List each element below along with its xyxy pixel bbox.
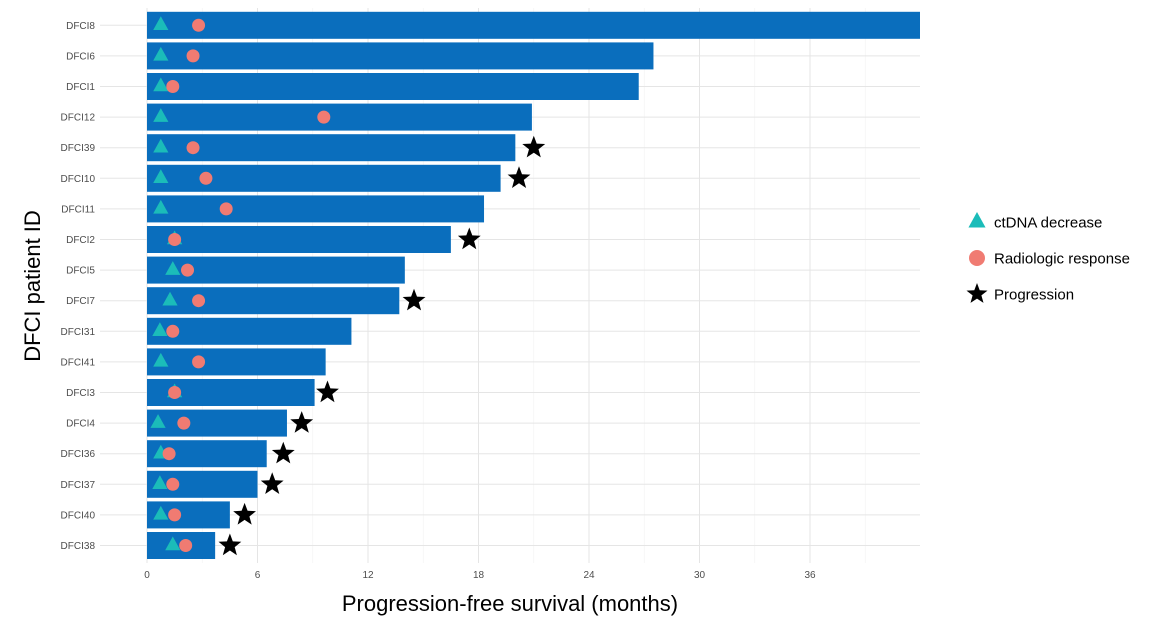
- y-tick-label: DFCI5: [66, 266, 95, 277]
- radiologic-response-marker: [177, 416, 191, 430]
- y-tick-label: DFCI31: [61, 327, 96, 338]
- bar: [147, 409, 287, 437]
- legend-progression-star-icon: [966, 283, 988, 303]
- ctdna-decrease-marker: [162, 291, 178, 306]
- radiologic-response-marker: [162, 447, 176, 461]
- ctdna-decrease-marker: [153, 16, 169, 31]
- minor-gridlines: [201, 8, 866, 563]
- legend-ctdna-triangle-icon: [968, 212, 986, 228]
- radiologic-response-marker: [186, 49, 200, 63]
- x-tick-label: 18: [473, 570, 485, 581]
- ctdna-decrease-marker: [165, 536, 181, 551]
- y-axis-title: DFCI patient ID: [20, 210, 45, 362]
- y-tick-label: DFCI2: [66, 235, 95, 246]
- y-tick-label: DFCI37: [61, 480, 96, 491]
- bar: [147, 287, 400, 315]
- radiologic-response-marker: [317, 110, 331, 124]
- bar: [147, 226, 451, 253]
- bar: [147, 11, 920, 39]
- y-tick-label: DFCI3: [66, 388, 95, 399]
- x-tick-label: 24: [583, 570, 595, 581]
- x-axis-title: Progression-free survival (months): [342, 591, 678, 616]
- y-tick-labels: DFCI8 DFCI6 DFCI1 DFCI12 DFCI39 DFCI10 DFCI11 D…: [61, 21, 96, 552]
- progression-marker: [402, 288, 426, 311]
- y-tick-label: DFCI41: [61, 357, 96, 368]
- progression-marker: [316, 380, 339, 403]
- progression-marker: [218, 533, 242, 556]
- progression-marker: [457, 227, 481, 250]
- radiologic-response-marker: [186, 141, 200, 155]
- progression-marker: [290, 411, 314, 433]
- legend: ctDNA decrease Radiologic response Progres…: [966, 212, 1130, 304]
- legend-label: ctDNA decrease: [994, 215, 1102, 232]
- ctdna-decrease-marker: [152, 322, 168, 337]
- y-tick-label: DFCI10: [61, 174, 96, 185]
- y-tick-label: DFCI1: [66, 82, 95, 93]
- panel-background: [100, 8, 920, 563]
- legend-label: Progression: [994, 287, 1074, 304]
- x-tick-label: 0: [144, 570, 150, 581]
- y-tick-label: DFCI6: [66, 51, 95, 62]
- ctdna-decrease-marker: [165, 261, 181, 275]
- progression-marker: [271, 441, 295, 464]
- y-tick-label: DFCI39: [61, 143, 96, 154]
- radiologic-response-marker: [168, 233, 182, 246]
- ctdna-decrease-marker: [153, 352, 169, 367]
- radiologic-response-marker: [179, 539, 193, 552]
- ctdna-decrease-marker: [153, 505, 169, 520]
- y-tick-label: DFCI36: [61, 449, 96, 460]
- y-tick-label: DFCI38: [61, 541, 96, 552]
- bar: [147, 348, 326, 376]
- radiologic-response-marker: [166, 80, 180, 93]
- radiologic-response-marker: [192, 355, 206, 369]
- bar: [147, 73, 639, 100]
- y-tick-label: DFCI7: [66, 296, 95, 307]
- x-tick-label: 12: [362, 570, 374, 581]
- y-tick-label: DFCI8: [66, 21, 95, 32]
- progression-marker: [522, 135, 546, 158]
- bar: [147, 42, 654, 70]
- ctdna-decrease-marker: [153, 199, 169, 214]
- y-tick-label: DFCI12: [61, 113, 96, 124]
- radiologic-response-marker: [192, 294, 206, 308]
- bar: [147, 134, 516, 162]
- x-tick-labels: 0 6 12 18 24 30 36: [144, 570, 816, 581]
- radiologic-response-marker: [219, 202, 233, 216]
- bar: [147, 317, 352, 345]
- bar: [147, 195, 485, 223]
- bar: [147, 470, 258, 498]
- radiologic-response-marker: [166, 324, 180, 338]
- ctdna-decrease-marker: [153, 46, 169, 61]
- x-tick-label: 30: [694, 570, 706, 581]
- ctdna-decrease-marker: [153, 138, 169, 153]
- progression-marker: [260, 472, 284, 494]
- bar: [147, 103, 532, 131]
- ctdna-decrease-marker: [150, 414, 166, 428]
- y-tick-label: DFCI4: [66, 419, 95, 430]
- radiologic-response-marker: [166, 477, 180, 491]
- x-tick-label: 36: [804, 570, 816, 581]
- ctdna-decrease-marker: [152, 475, 168, 490]
- ctdna-decrease-marker: [153, 108, 169, 122]
- x-tick-label: 6: [255, 570, 261, 581]
- legend-label: Radiologic response: [994, 251, 1130, 268]
- ctdna-decrease-marker: [153, 169, 169, 184]
- legend-radiologic-circle-icon: [969, 250, 985, 266]
- ctdna-decrease-marker: [153, 77, 169, 92]
- y-tick-label: DFCI11: [61, 204, 95, 215]
- radiologic-response-marker: [168, 386, 182, 399]
- radiologic-response-marker: [199, 171, 213, 185]
- radiologic-response-marker: [192, 18, 206, 32]
- radiologic-response-marker: [181, 263, 195, 277]
- radiologic-response-marker: [168, 508, 182, 522]
- markers: [150, 16, 546, 556]
- progression-marker: [233, 502, 256, 525]
- progression-marker: [507, 166, 531, 188]
- y-tick-label: DFCI40: [61, 510, 96, 521]
